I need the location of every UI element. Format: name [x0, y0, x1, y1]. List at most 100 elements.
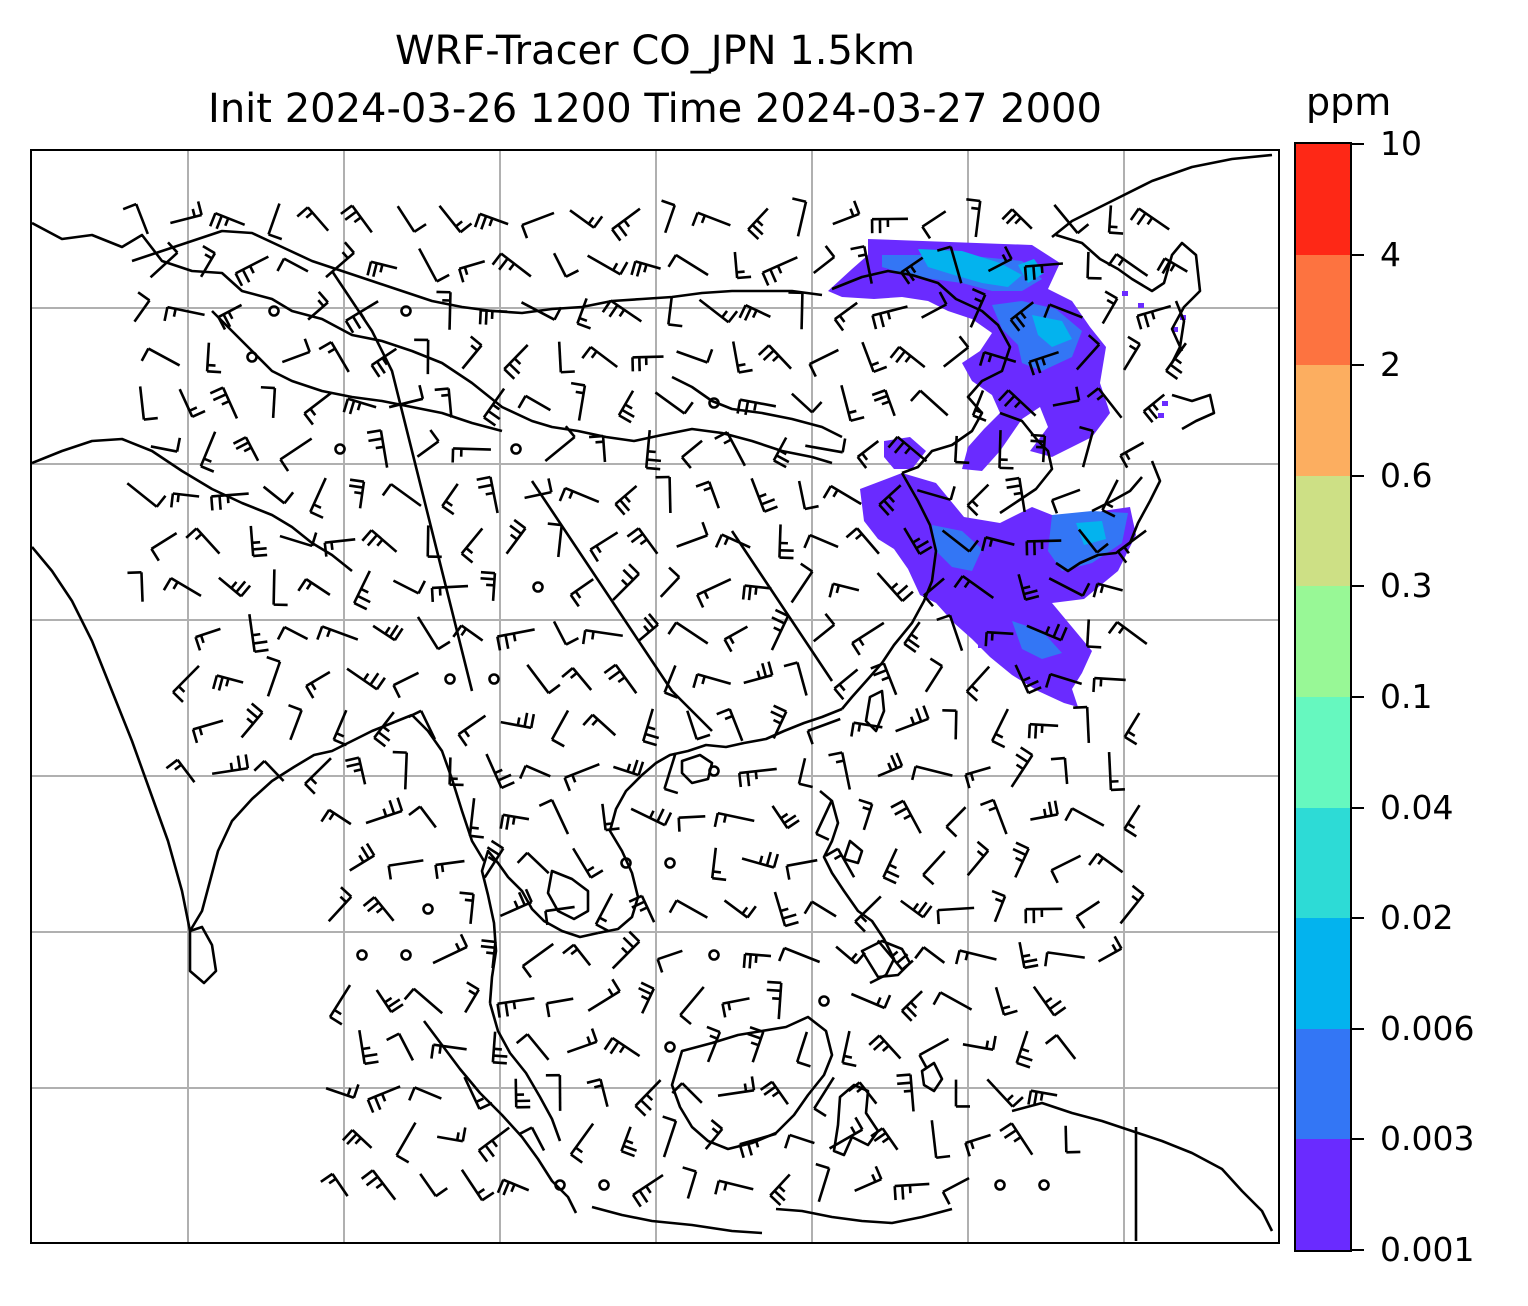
wind-barb: [876, 572, 914, 602]
wind-barb: [260, 385, 277, 419]
wind-barb: [569, 578, 594, 608]
wind-barb: [845, 527, 880, 555]
wind-barb: [1107, 205, 1124, 235]
wind-barb: [526, 664, 561, 695]
wind-barb: [396, 205, 427, 233]
wind-barb: [496, 1178, 530, 1196]
wind-barb: [517, 394, 552, 412]
wind-barb: [986, 1078, 1024, 1108]
wind-barb: [514, 1078, 531, 1109]
wind-barb: [572, 847, 604, 879]
colorbar-tick-label: 0.1: [1380, 677, 1433, 716]
wind-barb: [713, 811, 755, 828]
wind-barb: [581, 345, 619, 369]
wind-barb: [1129, 207, 1170, 231]
wind-barb: [828, 582, 860, 598]
wind-barb: [140, 347, 181, 367]
tracer-contour: [1012, 621, 1062, 659]
wind-barb: [877, 752, 904, 778]
wind-barb: [240, 702, 264, 739]
wind-barb: [288, 703, 303, 741]
wind-barb: [611, 930, 641, 970]
wind-barb: [806, 717, 841, 745]
colorbar-tick: [1352, 1027, 1364, 1030]
coastline-segment: [680, 753, 714, 785]
coastline-segment: [999, 411, 1054, 515]
wind-barb: [761, 256, 798, 286]
wind-barb: [459, 891, 475, 925]
wind-barb: [1101, 290, 1119, 325]
colorbar-tick-label: 4: [1380, 234, 1401, 274]
wind-barb-calm: [246, 351, 258, 363]
colorbar-tick-label: 0.02: [1380, 898, 1454, 938]
wind-barb: [936, 906, 975, 925]
wind-barb: [267, 203, 283, 241]
title-line-1: WRF-Tracer CO_JPN 1.5km: [394, 28, 916, 74]
wind-barb: [936, 245, 963, 284]
wind-barb: [964, 766, 991, 789]
wind-barb-calm: [356, 949, 368, 961]
wind-barb: [655, 475, 672, 514]
wind-barb: [476, 475, 499, 514]
wind-barb: [430, 1043, 467, 1059]
wind-barb: [1018, 941, 1039, 970]
tracer-speck: [1162, 401, 1168, 406]
wind-barb: [1119, 441, 1145, 469]
wind-barb: [870, 662, 898, 696]
wind-barb: [1052, 386, 1081, 407]
wind-barb: [954, 435, 970, 465]
wind-barb: [562, 943, 592, 967]
wind-barb: [979, 798, 1008, 835]
wind-barb: [766, 980, 783, 1020]
map-svg: [32, 151, 1278, 1242]
wind-barb: [473, 212, 509, 230]
wind-barb: [505, 518, 527, 555]
wind-barb: [856, 440, 880, 469]
wind-barb: [769, 1173, 791, 1206]
wind-barb: [803, 533, 839, 549]
wind-barb: [550, 709, 570, 748]
wind-barb: [723, 899, 757, 919]
wind-barb: [248, 614, 269, 654]
wind-barb: [557, 341, 575, 374]
wind-barb-calm: [818, 995, 830, 1007]
wind-barb: [1123, 804, 1141, 838]
wind-barb: [304, 757, 332, 795]
wind-barb: [281, 338, 311, 364]
map-panel[interactable]: [30, 149, 1280, 1244]
wind-barb: [1092, 582, 1123, 598]
wind-barb: [558, 486, 600, 504]
coastline-segment: [864, 689, 886, 733]
wind-barb: [750, 477, 778, 513]
wind-barb: [1010, 746, 1034, 788]
wind-barb: [984, 630, 1014, 647]
wind-barb: [813, 1076, 835, 1118]
wind-barb: [783, 661, 808, 696]
wind-barb: [667, 621, 709, 645]
wind-barb: [370, 347, 398, 378]
wind-barb-calm: [1038, 1179, 1050, 1191]
wind-barb: [587, 978, 621, 1012]
colorbar-tick-label: 0.3: [1380, 566, 1433, 606]
wind-barb: [930, 1120, 951, 1160]
wind-barb: [878, 484, 902, 516]
wind-barb: [631, 355, 664, 372]
wind-barb: [620, 1126, 638, 1158]
wind-barb: [777, 946, 821, 964]
wind-barb: [942, 335, 970, 368]
wind-barb: [964, 1133, 991, 1157]
wind-barb: [736, 398, 777, 416]
wind-barb: [1086, 251, 1102, 280]
wind-barb: [644, 429, 662, 471]
wind-barb-calm: [400, 305, 412, 317]
wind-barb-calm: [444, 673, 456, 685]
wind-barb: [641, 708, 660, 747]
wind-barb: [698, 298, 739, 324]
wind-barb: [349, 478, 366, 509]
coastline-segment: [1091, 476, 1143, 513]
coastline-segment: [1171, 393, 1216, 431]
colorbar-segment: [1296, 1138, 1350, 1250]
wind-barb: [544, 425, 576, 463]
coastline-segment: [591, 1205, 763, 1235]
colorbar-tick: [1352, 917, 1364, 920]
